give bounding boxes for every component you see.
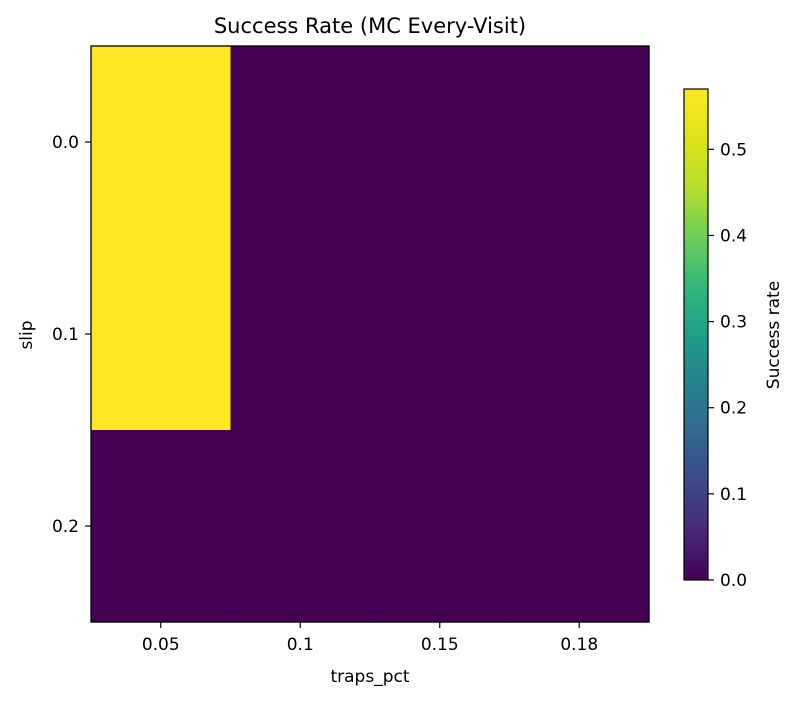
colorbar-gradient bbox=[684, 89, 708, 580]
heatmap-cell bbox=[509, 46, 650, 239]
heatmap-cell bbox=[91, 238, 232, 431]
heatmap-cell bbox=[370, 430, 511, 623]
colorbar-label: Success rate bbox=[764, 281, 784, 389]
heatmap-cell bbox=[91, 46, 232, 239]
colorbar-tick-label: 0.5 bbox=[720, 140, 747, 160]
heatmap-cell bbox=[509, 430, 650, 623]
heatmap-cell bbox=[91, 430, 232, 623]
heatmap-cell bbox=[230, 46, 371, 239]
x-tick-label: 0.15 bbox=[421, 635, 459, 655]
x-tick-label: 0.05 bbox=[142, 635, 180, 655]
y-tick-label: 0.0 bbox=[52, 133, 79, 153]
y-axis-ticks: 0.0 0.1 0.2 bbox=[52, 133, 91, 537]
y-tick-label: 0.2 bbox=[52, 517, 79, 537]
heatmap-cell bbox=[509, 238, 650, 431]
heatmap-cell bbox=[370, 238, 511, 431]
colorbar-tick-label: 0.0 bbox=[720, 571, 747, 591]
colorbar-frame bbox=[683, 88, 709, 581]
colorbar-tick-label: 0.4 bbox=[720, 226, 747, 246]
colorbar-tick-label: 0.2 bbox=[720, 399, 747, 419]
x-axis-label: traps_pct bbox=[330, 667, 409, 687]
heatmap-cell bbox=[230, 430, 371, 623]
x-axis-ticks: 0.05 0.1 0.15 0.18 bbox=[142, 622, 598, 655]
x-tick-label: 0.1 bbox=[287, 635, 314, 655]
heatmap-cell bbox=[370, 46, 511, 239]
y-tick-label: 0.1 bbox=[52, 325, 79, 345]
colorbar-ticks: 0.0 0.1 0.2 0.3 0.4 0.5 bbox=[708, 140, 747, 591]
heatmap-cells bbox=[91, 46, 650, 623]
colorbar-tick-label: 0.1 bbox=[720, 485, 747, 505]
y-axis-label: slip bbox=[17, 320, 37, 349]
x-tick-label: 0.18 bbox=[560, 635, 598, 655]
heatmap-cell bbox=[230, 238, 371, 431]
colorbar-tick-label: 0.3 bbox=[720, 313, 747, 333]
chart-title: Success Rate (MC Every-Visit) bbox=[214, 14, 526, 38]
